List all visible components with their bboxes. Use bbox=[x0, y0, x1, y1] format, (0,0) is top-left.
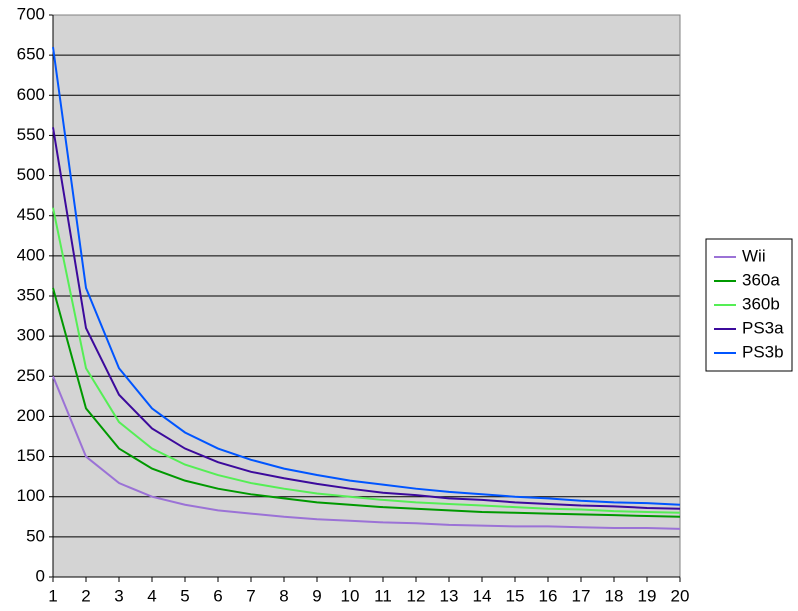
y-tick-label: 150 bbox=[17, 446, 45, 465]
x-tick-label: 17 bbox=[572, 586, 591, 605]
y-tick-label: 50 bbox=[26, 526, 45, 545]
y-tick-label: 700 bbox=[17, 4, 45, 23]
x-tick-label: 12 bbox=[407, 586, 426, 605]
y-tick-label: 550 bbox=[17, 125, 45, 144]
legend-label: PS3b bbox=[742, 342, 784, 361]
x-tick-label: 3 bbox=[114, 586, 123, 605]
x-tick-label: 5 bbox=[180, 586, 189, 605]
y-tick-label: 350 bbox=[17, 285, 45, 304]
x-tick-label: 15 bbox=[506, 586, 525, 605]
x-tick-label: 18 bbox=[605, 586, 624, 605]
x-tick-label: 1 bbox=[48, 586, 57, 605]
x-tick-label: 19 bbox=[638, 586, 657, 605]
series-line bbox=[52, 287, 681, 518]
x-tick-label: 9 bbox=[312, 586, 321, 605]
series-line bbox=[52, 46, 681, 506]
x-tick-label: 10 bbox=[341, 586, 360, 605]
x-tick-label: 11 bbox=[374, 586, 392, 605]
y-tick-label: 600 bbox=[17, 85, 45, 104]
y-tick-label: 100 bbox=[17, 486, 45, 505]
y-tick-label: 400 bbox=[17, 245, 45, 264]
x-tick-label: 4 bbox=[147, 586, 156, 605]
legend-label: 360a bbox=[742, 270, 780, 289]
y-tick-label: 650 bbox=[17, 45, 45, 64]
y-tick-label: 300 bbox=[17, 326, 45, 345]
series-line bbox=[52, 375, 681, 530]
series-line bbox=[52, 127, 681, 510]
x-tick-label: 2 bbox=[81, 586, 90, 605]
x-tick-label: 14 bbox=[473, 586, 492, 605]
x-tick-label: 20 bbox=[671, 586, 690, 605]
x-tick-label: 7 bbox=[246, 586, 255, 605]
x-tick-label: 13 bbox=[440, 586, 459, 605]
x-tick-label: 16 bbox=[539, 586, 558, 605]
legend-label: 360b bbox=[742, 294, 780, 313]
y-tick-label: 0 bbox=[36, 566, 45, 585]
y-tick-label: 250 bbox=[17, 366, 45, 385]
y-tick-label: 500 bbox=[17, 165, 45, 184]
legend-label: PS3a bbox=[742, 318, 784, 337]
y-tick-label: 450 bbox=[17, 205, 45, 224]
legend-label: Wii bbox=[742, 246, 766, 265]
y-tick-label: 200 bbox=[17, 406, 45, 425]
series-line bbox=[52, 207, 681, 514]
x-tick-label: 8 bbox=[279, 586, 288, 605]
x-tick-label: 6 bbox=[213, 586, 222, 605]
